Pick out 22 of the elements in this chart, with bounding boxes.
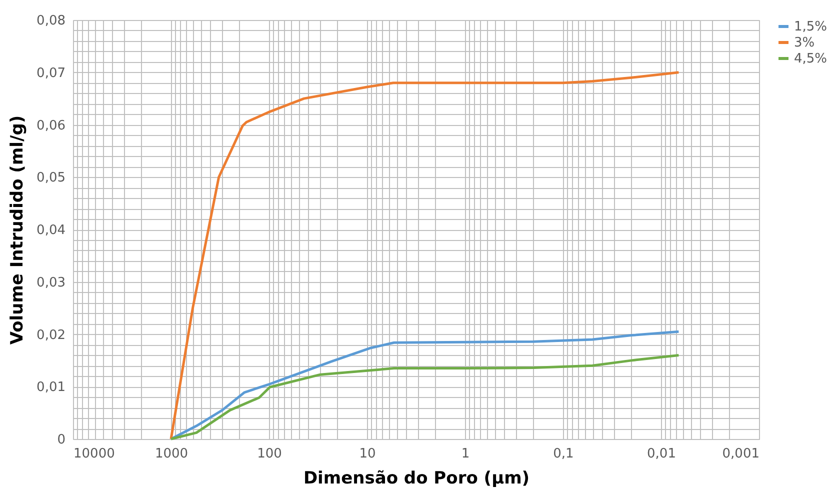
x-axis-title: Dimensão do Poro (µm)	[303, 468, 530, 488]
y-axis-title: Volume Intrudido (ml/g)	[8, 115, 28, 345]
y-tick-label: 0,08	[36, 14, 66, 28]
y-tick-label: 0,02	[36, 328, 66, 343]
y-tick-label: 0,03	[36, 275, 66, 290]
legend-label: 1,5%	[794, 20, 828, 34]
x-tick-label: 0,01	[647, 446, 676, 462]
x-tick-label: 1	[461, 446, 470, 462]
x-tick-label: 10000	[74, 446, 115, 462]
y-tick-label: 0,05	[36, 170, 66, 186]
y-tick-label: 0,04	[36, 223, 66, 238]
x-tick-label: 1000	[154, 446, 188, 462]
y-tick-label: 0,07	[36, 66, 66, 81]
x-tick-label: 0,001	[722, 446, 760, 462]
y-tick-label: 0,06	[36, 118, 66, 134]
y-tick-label: 0,01	[36, 380, 66, 396]
x-tick-label: 0,1	[553, 446, 574, 462]
y-tick-label: 0	[57, 432, 66, 448]
x-tick-label: 10	[359, 446, 376, 462]
legend-label: 4,5%	[794, 52, 828, 66]
legend-label: 3%	[794, 36, 815, 50]
x-tick-label: 100	[257, 446, 282, 462]
